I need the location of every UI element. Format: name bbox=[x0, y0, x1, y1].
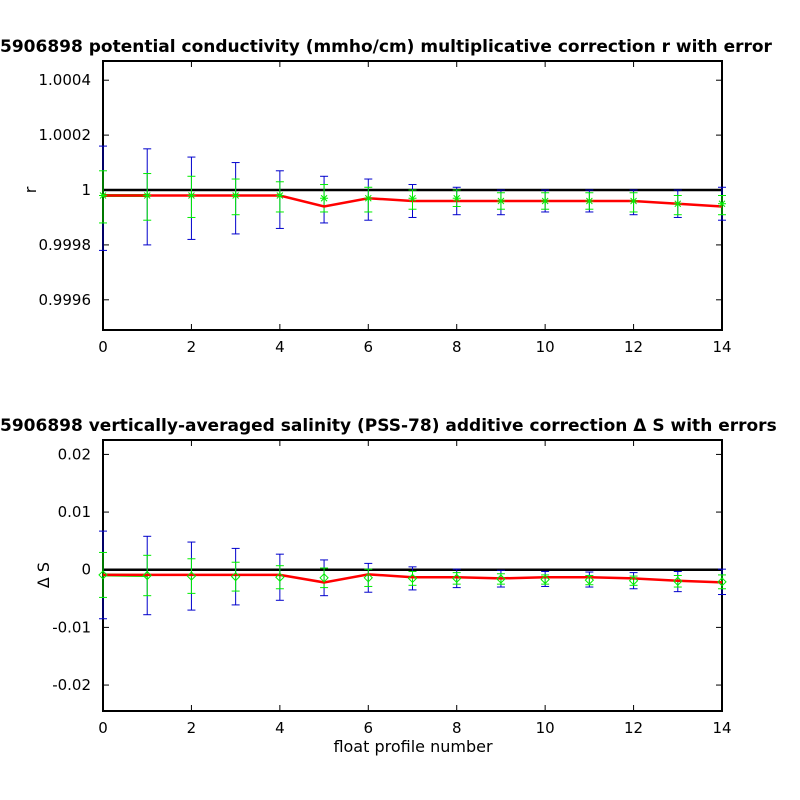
fit-point-asterisk bbox=[320, 194, 329, 203]
fit-point-diamond bbox=[452, 573, 462, 584]
fit-point-diamond bbox=[628, 575, 639, 586]
fit-point-diamond bbox=[275, 572, 285, 582]
x-tick-label: 8 bbox=[452, 719, 462, 737]
asterisk-stroke bbox=[630, 197, 637, 205]
asterisk-stroke bbox=[232, 192, 239, 199]
asterisk-stroke bbox=[497, 197, 505, 205]
plot-area: 0 2 4 6 8 10 12 14 -0.02 -0.01 0 0.01 0.02 bbox=[52, 439, 732, 737]
fit-point-diamond bbox=[363, 573, 373, 583]
asterisk-stroke bbox=[541, 197, 549, 205]
x-tick-label: 4 bbox=[275, 719, 285, 737]
y-tick-label: 1 bbox=[81, 181, 91, 199]
asterisk-stroke bbox=[320, 194, 328, 202]
x-tick-label: 6 bbox=[364, 338, 374, 356]
salinity-correction-chart: 5906898 vertically-averaged salinity (PS… bbox=[0, 416, 777, 756]
asterisk-stroke bbox=[143, 192, 151, 199]
y-axis-label: r bbox=[21, 186, 40, 193]
fit-point-diamond bbox=[319, 573, 329, 583]
asterisk-stroke bbox=[364, 194, 372, 202]
x-tick-label: 6 bbox=[364, 719, 374, 737]
plot-area: 0 2 4 6 8 10 12 14 0.9996 0.9998 1 1.0002 1.0004 bbox=[39, 60, 732, 356]
chart-title: 5906898 potential conductivity (mmho/cm)… bbox=[0, 37, 773, 57]
asterisk-stroke bbox=[453, 194, 461, 202]
fit-point-diamond bbox=[584, 575, 595, 585]
fit-point-diamond bbox=[186, 571, 197, 581]
fit-point-diamond bbox=[98, 570, 108, 580]
asterisk-stroke bbox=[276, 192, 284, 199]
asterisk-stroke bbox=[718, 200, 726, 208]
asterisk-stroke bbox=[409, 194, 416, 202]
fit-point-asterisk bbox=[275, 191, 284, 200]
fit-point-asterisk bbox=[143, 191, 152, 200]
fit-point-asterisk bbox=[364, 194, 373, 203]
x-tick-label: 0 bbox=[98, 338, 108, 356]
fit-point-asterisk bbox=[629, 196, 638, 205]
fit-point-asterisk bbox=[585, 196, 594, 205]
x-tick-label: 14 bbox=[712, 338, 731, 356]
fit-point-asterisk bbox=[187, 191, 196, 200]
fit-point-diamond bbox=[407, 573, 418, 584]
x-axis-label: float profile number bbox=[333, 737, 493, 756]
x-tick-label: 8 bbox=[452, 338, 462, 356]
correction-line bbox=[103, 573, 723, 584]
x-tick-label: 2 bbox=[187, 338, 197, 356]
fit-point-asterisk bbox=[408, 194, 417, 203]
x-tick-label: 0 bbox=[98, 719, 108, 737]
fit-point-diamond bbox=[717, 577, 727, 587]
y-tick-label: 0.9996 bbox=[39, 291, 92, 309]
fit-point-diamond bbox=[540, 574, 550, 585]
asterisk-stroke bbox=[674, 200, 682, 208]
y-tick-label: -0.02 bbox=[52, 676, 91, 694]
y-tick-label: 0.01 bbox=[58, 503, 91, 521]
y-tick-label: -0.01 bbox=[52, 618, 91, 636]
x-tick-label: 14 bbox=[712, 719, 731, 737]
y-tick-label: 0.02 bbox=[58, 445, 91, 463]
fit-point-asterisk bbox=[541, 196, 550, 205]
asterisk-stroke bbox=[99, 192, 107, 199]
fit-point-asterisk bbox=[718, 199, 726, 208]
asterisk-stroke bbox=[188, 192, 195, 199]
fit-point-asterisk bbox=[99, 191, 107, 200]
fit-point-asterisk bbox=[452, 194, 461, 203]
y-tick-label: 0 bbox=[81, 561, 91, 579]
x-tick-label: 12 bbox=[624, 338, 643, 356]
x-tick-label: 12 bbox=[624, 719, 643, 737]
fit-point-asterisk bbox=[673, 199, 682, 208]
x-tick-label: 2 bbox=[187, 719, 197, 737]
asterisk-stroke bbox=[586, 197, 593, 205]
x-tick-label: 10 bbox=[536, 338, 555, 356]
fit-point-diamond bbox=[142, 570, 152, 581]
x-tick-label: 10 bbox=[536, 719, 555, 737]
y-tick-label: 1.0002 bbox=[39, 126, 92, 144]
x-tick-label: 4 bbox=[275, 338, 285, 356]
y-axis-label: Δ S bbox=[34, 562, 53, 588]
fit-point-diamond bbox=[673, 576, 683, 586]
y-tick-label: 0.9998 bbox=[39, 236, 92, 254]
fit-point-diamond bbox=[496, 574, 506, 584]
fit-point-asterisk bbox=[231, 191, 240, 200]
fit-point-diamond bbox=[230, 571, 241, 582]
fit-point-asterisk bbox=[496, 196, 505, 205]
y-tick-label: 1.0004 bbox=[39, 71, 92, 89]
conductivity-correction-chart: 5906898 potential conductivity (mmho/cm)… bbox=[0, 37, 773, 356]
chart-title: 5906898 vertically-averaged salinity (PS… bbox=[0, 416, 777, 436]
